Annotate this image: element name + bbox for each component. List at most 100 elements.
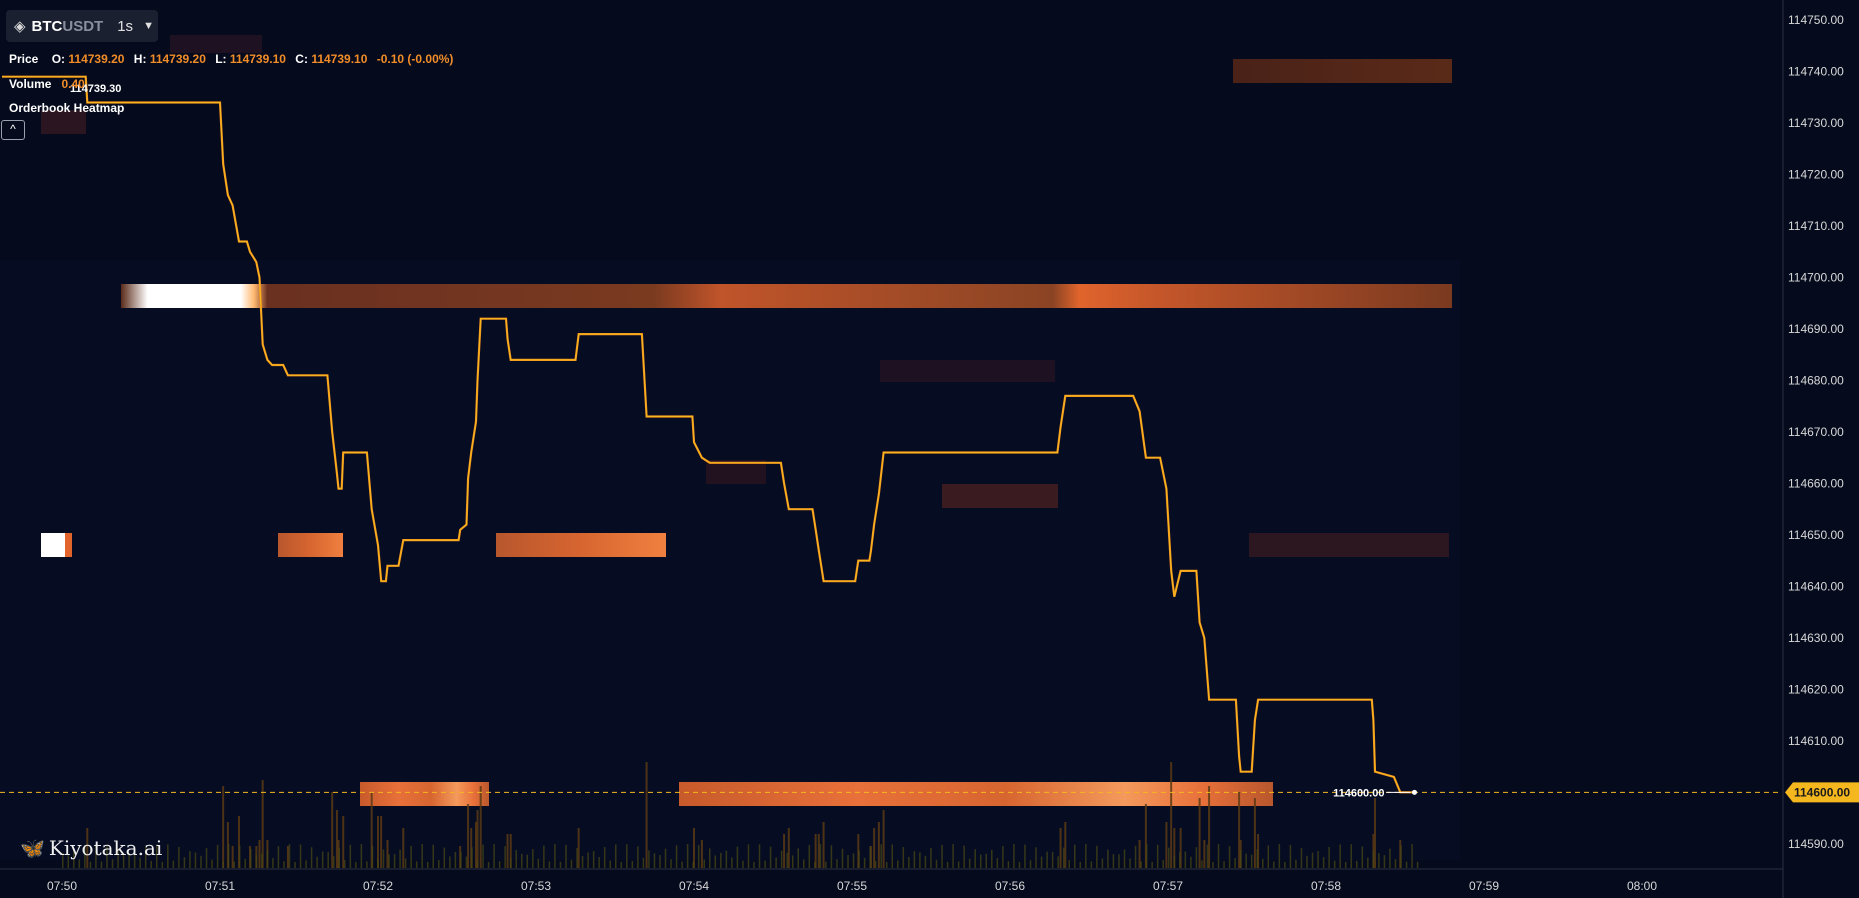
- volume-bar: [237, 816, 240, 868]
- volume-bar: [1389, 848, 1391, 868]
- current-price-badge: [1785, 782, 1859, 803]
- volume-bar: [714, 855, 717, 868]
- volume-bar: [150, 860, 152, 868]
- volume-bar: [509, 834, 512, 868]
- chevron-down-icon[interactable]: ▼: [143, 20, 154, 32]
- volume-bar: [979, 854, 982, 868]
- volume-bar: [1284, 861, 1286, 868]
- volume-bar: [258, 840, 261, 868]
- volume-bar: [393, 854, 396, 868]
- volume-bar: [1107, 849, 1109, 868]
- volume-bar: [725, 850, 728, 868]
- volume-bar: [371, 845, 374, 868]
- y-tick-label: 114700.00: [1788, 270, 1844, 284]
- volume-bar: [360, 844, 363, 868]
- volume-bar: [626, 844, 628, 868]
- volume-bar: [548, 861, 551, 868]
- volume-bar: [814, 861, 816, 868]
- volume-bar: [316, 856, 318, 868]
- volume-bar: [664, 848, 667, 868]
- volume-bar: [786, 852, 788, 868]
- volume-bar: [95, 844, 97, 868]
- volume-bar: [858, 850, 860, 868]
- volume-bar: [645, 762, 648, 868]
- volume-bar: [991, 849, 993, 868]
- volume-bar: [935, 859, 938, 868]
- volume-bar: [946, 861, 949, 868]
- volume-bar: [294, 861, 296, 868]
- volume-bar: [111, 859, 114, 868]
- volume-bar: [1173, 828, 1176, 868]
- volume-bar: [1165, 822, 1168, 868]
- volume-bar: [825, 861, 827, 868]
- volume-bar: [211, 859, 213, 868]
- volume-bar: [520, 853, 523, 868]
- volume-bar: [902, 847, 905, 868]
- volume-bar: [283, 861, 285, 868]
- y-tick-label: 114630.00: [1788, 631, 1844, 645]
- volume-bar: [261, 853, 263, 868]
- volume-bar: [1273, 861, 1275, 868]
- volume-bar: [189, 851, 191, 868]
- volume-bar: [117, 848, 119, 868]
- volume-bar: [498, 861, 501, 868]
- volume-bar: [1013, 844, 1015, 868]
- volume-bar: [1029, 860, 1032, 868]
- volume-bar: [133, 850, 136, 868]
- volume-bar: [1367, 857, 1369, 868]
- volume-bar: [874, 861, 877, 868]
- volume-bar: [1162, 859, 1164, 868]
- volume-bar: [1289, 844, 1292, 868]
- watermark-logo: 🦋 Kiyotaka.ai: [20, 836, 162, 860]
- volume-bar: [1322, 857, 1325, 868]
- volume-bar: [526, 854, 529, 868]
- volume-bar: [100, 861, 103, 868]
- volume-bar: [222, 786, 225, 868]
- volume-bar: [1085, 844, 1087, 868]
- volume-bar: [277, 846, 280, 868]
- volume-bar: [803, 859, 805, 868]
- interval-label[interactable]: 1s: [117, 17, 134, 35]
- volume-bar: [349, 844, 352, 868]
- volume-bar: [819, 844, 822, 868]
- volume-bar: [122, 855, 125, 868]
- symbol-selector[interactable]: ◈ BTCUSDT 1s ▼: [6, 10, 158, 42]
- indicator-label[interactable]: Orderbook Heatmap: [9, 101, 125, 115]
- x-tick-label: 07:52: [363, 879, 393, 893]
- x-tick-label: 07:59: [1469, 879, 1499, 893]
- volume-bar: [250, 849, 252, 868]
- volume-bar: [106, 845, 108, 868]
- open-value: 114739.20: [68, 52, 125, 66]
- volume-bar: [1344, 861, 1347, 868]
- volume-bar: [509, 858, 512, 868]
- volume-bar: [642, 857, 645, 868]
- indicator-legend[interactable]: Orderbook Heatmap: [9, 101, 124, 115]
- volume-bar: [692, 861, 694, 868]
- volume-bar: [637, 846, 639, 868]
- x-tick-label: 07:51: [205, 879, 235, 893]
- volume-bar: [272, 858, 274, 868]
- volume-bar: [709, 848, 711, 868]
- volume-bar: [924, 855, 927, 868]
- volume-bar: [1168, 847, 1170, 868]
- volume-bar: [1383, 855, 1386, 868]
- heatmap-row-114660: [942, 484, 1058, 508]
- volume-value: 0.40: [61, 77, 85, 91]
- volume-bar: [1040, 856, 1043, 868]
- price-label: Price: [9, 52, 39, 66]
- volume-bar: [1145, 844, 1148, 868]
- volume-bar: [1400, 845, 1402, 868]
- volume-bar: [233, 861, 235, 868]
- volume-bar: [554, 844, 556, 868]
- volume-label: Volume: [9, 77, 52, 91]
- volume-bar: [1144, 804, 1147, 868]
- volume-bar: [1007, 861, 1010, 868]
- volume-bar: [537, 858, 540, 868]
- heatmap-row-114647e: [1249, 533, 1449, 557]
- volume-bar: [747, 844, 750, 868]
- volume-bar: [603, 846, 606, 868]
- volume-bar: [62, 853, 64, 868]
- collapse-legend-button[interactable]: ^: [1, 120, 25, 140]
- volume-bar: [299, 844, 302, 868]
